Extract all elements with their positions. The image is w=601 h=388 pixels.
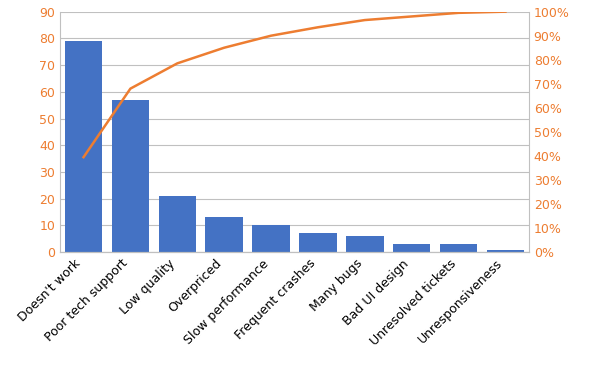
Bar (346, 236, 383, 252)
Bar (65, 41, 102, 252)
Bar (112, 100, 149, 252)
Bar (206, 217, 243, 252)
Bar (487, 249, 524, 252)
Bar (440, 244, 477, 252)
Bar (159, 196, 196, 252)
Bar (252, 225, 290, 252)
Bar (393, 244, 430, 252)
Bar (299, 234, 337, 252)
